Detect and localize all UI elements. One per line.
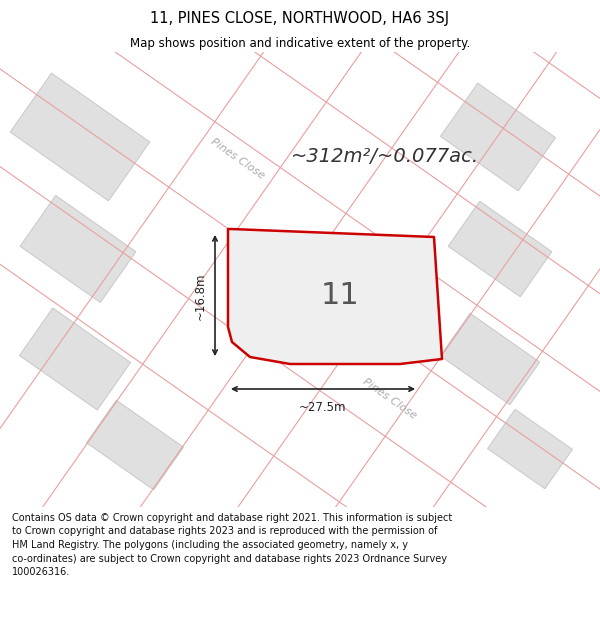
Polygon shape [86, 400, 184, 490]
Text: 11, PINES CLOSE, NORTHWOOD, HA6 3SJ: 11, PINES CLOSE, NORTHWOOD, HA6 3SJ [151, 11, 449, 26]
Text: ~27.5m: ~27.5m [299, 401, 347, 414]
Polygon shape [488, 409, 572, 489]
Polygon shape [448, 201, 552, 297]
Polygon shape [440, 313, 540, 404]
Text: Pines Close: Pines Close [209, 137, 267, 181]
Text: Contains OS data © Crown copyright and database right 2021. This information is : Contains OS data © Crown copyright and d… [12, 513, 452, 578]
Text: 11: 11 [320, 281, 359, 309]
Text: ~312m²/~0.077ac.: ~312m²/~0.077ac. [291, 148, 479, 166]
Polygon shape [440, 83, 556, 191]
Polygon shape [10, 73, 150, 201]
Text: ~16.8m: ~16.8m [194, 272, 207, 320]
Text: Map shows position and indicative extent of the property.: Map shows position and indicative extent… [130, 38, 470, 51]
Polygon shape [19, 308, 131, 410]
Polygon shape [228, 229, 442, 364]
Text: Pines Close: Pines Close [361, 377, 419, 421]
Polygon shape [218, 52, 448, 507]
Polygon shape [20, 196, 136, 302]
